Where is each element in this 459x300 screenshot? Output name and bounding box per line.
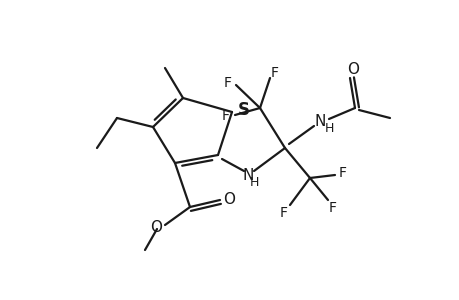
- Text: S: S: [237, 101, 249, 119]
- Text: F: F: [222, 109, 230, 123]
- Text: F: F: [270, 66, 279, 80]
- Text: H: H: [324, 122, 333, 136]
- Text: N: N: [313, 115, 325, 130]
- Text: F: F: [338, 166, 346, 180]
- Text: F: F: [280, 206, 287, 220]
- Text: F: F: [224, 76, 231, 90]
- Text: N: N: [242, 167, 253, 182]
- Text: O: O: [150, 220, 162, 235]
- Text: H: H: [249, 176, 258, 190]
- Text: F: F: [328, 201, 336, 215]
- Text: O: O: [223, 191, 235, 206]
- Text: O: O: [346, 62, 358, 77]
